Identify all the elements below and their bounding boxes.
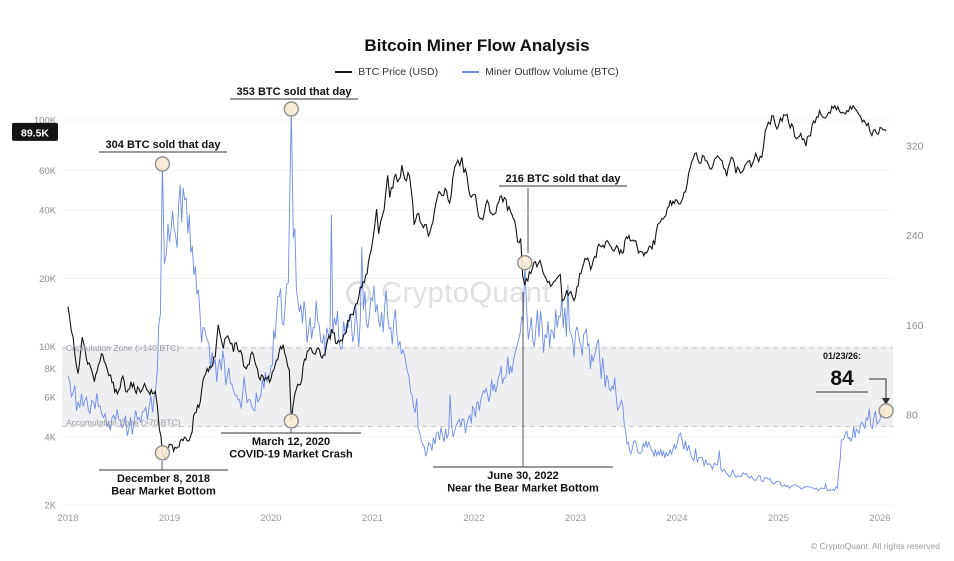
x-axis-tick: 2025 <box>768 513 789 524</box>
price-line-swatch-icon <box>335 71 353 73</box>
accumulation-zone-label: Accumulation Zone (>70 BTC) <box>66 417 181 427</box>
chart-legend: BTC Price (USD) Miner Outflow Volume (BT… <box>0 66 954 78</box>
price-line <box>67 104 887 460</box>
cryptoquant-logo-icon <box>346 281 371 306</box>
event-marker[interactable] <box>283 413 299 429</box>
left-axis-tick: 100K <box>34 116 57 127</box>
arrowhead-icon <box>882 398 890 405</box>
event-marker[interactable] <box>283 101 299 117</box>
left-axis-tick: 4K <box>44 432 56 443</box>
annotation-arrow-line <box>869 378 887 400</box>
event-marker[interactable] <box>154 156 171 172</box>
event-marker[interactable] <box>154 445 171 461</box>
right-axis-tick: 320 <box>906 140 924 152</box>
event-marker[interactable] <box>878 403 894 419</box>
cryptoquant-watermark: CryptoQuant <box>346 277 551 310</box>
left-axis-tick: 8K <box>44 364 56 375</box>
x-axis-tick: 2019 <box>159 513 180 524</box>
event-marker[interactable] <box>517 255 533 271</box>
outflow-line-swatch-icon <box>462 71 480 73</box>
x-axis-tick: 2022 <box>463 513 484 524</box>
current-price-badge <box>12 122 58 141</box>
left-axis-tick: 40K <box>39 206 57 217</box>
accumulation-band <box>62 347 893 427</box>
legend-item-btc-price[interactable]: BTC Price (USD) <box>335 66 438 78</box>
annotation-text: March 12, 2020 <box>252 436 330 448</box>
x-axis-tick: 2023 <box>565 513 586 524</box>
copyright-text: © CryptoQuant. All rights reserved <box>810 541 940 551</box>
x-axis-tick: 2020 <box>260 513 281 524</box>
annotation-text: 304 BTC sold that day <box>106 139 222 151</box>
current-outflow-value: 84 <box>830 367 854 390</box>
right-axis-tick: 160 <box>906 320 924 332</box>
x-axis-tick: 2018 <box>57 513 78 524</box>
current-date-label: 01/23/26: <box>823 351 861 361</box>
outflow-line <box>67 108 887 492</box>
annotation-text: 353 BTC sold that day <box>237 86 353 98</box>
watermark-text: CryptoQuant <box>381 277 551 309</box>
annotation-text: 216 BTC sold that day <box>506 173 622 185</box>
left-axis-tick: 60K <box>39 166 57 177</box>
legend-label-miner-outflow: Miner Outflow Volume (BTC) <box>485 66 619 78</box>
annotation-text: June 30, 2022 <box>487 470 559 482</box>
current-price-badge-label: 89.5K <box>21 127 49 139</box>
left-axis-tick: 20K <box>39 274 57 285</box>
legend-label-btc-price: BTC Price (USD) <box>358 66 439 78</box>
left-axis-tick: 10K <box>39 342 57 353</box>
right-axis-tick: 240 <box>906 230 924 242</box>
x-axis-tick: 2021 <box>362 513 383 524</box>
left-axis-tick: 6K <box>44 392 56 403</box>
legend-item-miner-outflow[interactable]: Miner Outflow Volume (BTC) <box>462 66 619 78</box>
annotation-text: Near the Bear Market Bottom <box>447 483 599 495</box>
right-axis-tick: 80 <box>906 410 918 422</box>
x-axis-tick: 2024 <box>666 513 687 524</box>
annotation-text: Bear Market Bottom <box>111 486 216 498</box>
annotation-text: COVID-19 Market Crash <box>229 449 353 461</box>
left-axis-tick: 2K <box>44 501 56 512</box>
annotation-text: December 8, 2018 <box>117 473 210 485</box>
capitulation-zone-label: Capitulation Zone (>140 BTC) <box>66 343 179 353</box>
x-axis-tick: 2026 <box>869 513 890 524</box>
chart-title: Bitcoin Miner Flow Analysis <box>364 36 590 55</box>
